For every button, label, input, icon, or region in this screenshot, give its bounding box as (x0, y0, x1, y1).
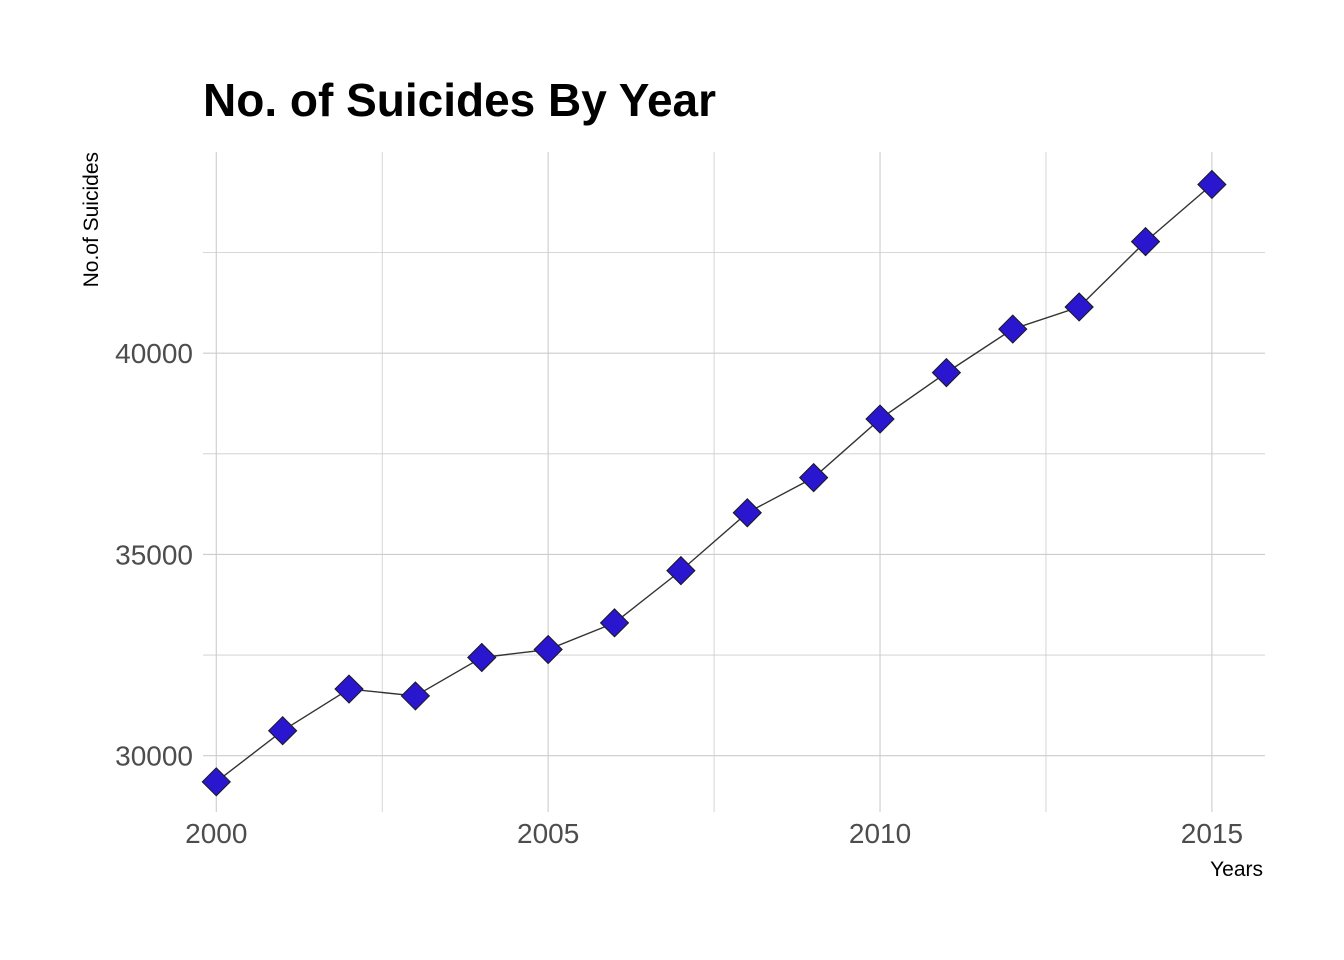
data-point-2000 (201, 767, 231, 797)
x-tick-label: 2010 (849, 818, 911, 849)
x-tick-label: 2005 (517, 818, 579, 849)
data-point-2009 (798, 462, 829, 493)
y-axis-tick-labels: 30000 35000 40000 (115, 338, 193, 771)
data-point-2004 (467, 642, 497, 673)
data-point-2010 (865, 404, 895, 434)
chart-title: No. of Suicides By Year (203, 74, 716, 126)
data-point-2006 (599, 608, 630, 638)
data-point-2014 (1130, 226, 1161, 257)
series-line (215, 183, 1213, 783)
y-axis-title: No.of Suicides (80, 152, 103, 287)
data-point-2015 (1197, 169, 1227, 200)
y-tick-label: 30000 (115, 741, 193, 772)
x-tick-label: 2000 (185, 818, 247, 849)
grid-lines (203, 152, 1265, 812)
data-point-2013 (1064, 292, 1094, 322)
x-tick-label: 2015 (1181, 818, 1243, 849)
data-point-2012 (998, 314, 1028, 344)
data-point-2007 (666, 555, 696, 586)
x-axis-tick-labels: 2000 2005 2010 2015 (185, 818, 1243, 849)
y-tick-label: 35000 (115, 539, 193, 570)
data-point-2002 (334, 674, 364, 704)
data-point-2001 (267, 716, 298, 746)
data-points (201, 169, 1227, 797)
x-axis-title: Years (1210, 858, 1263, 881)
data-point-2011 (931, 357, 962, 388)
data-point-2005 (533, 634, 563, 665)
y-tick-label: 40000 (115, 338, 193, 369)
data-point-2003 (400, 681, 431, 711)
data-point-2008 (732, 498, 762, 528)
series-line-group (215, 183, 1213, 783)
